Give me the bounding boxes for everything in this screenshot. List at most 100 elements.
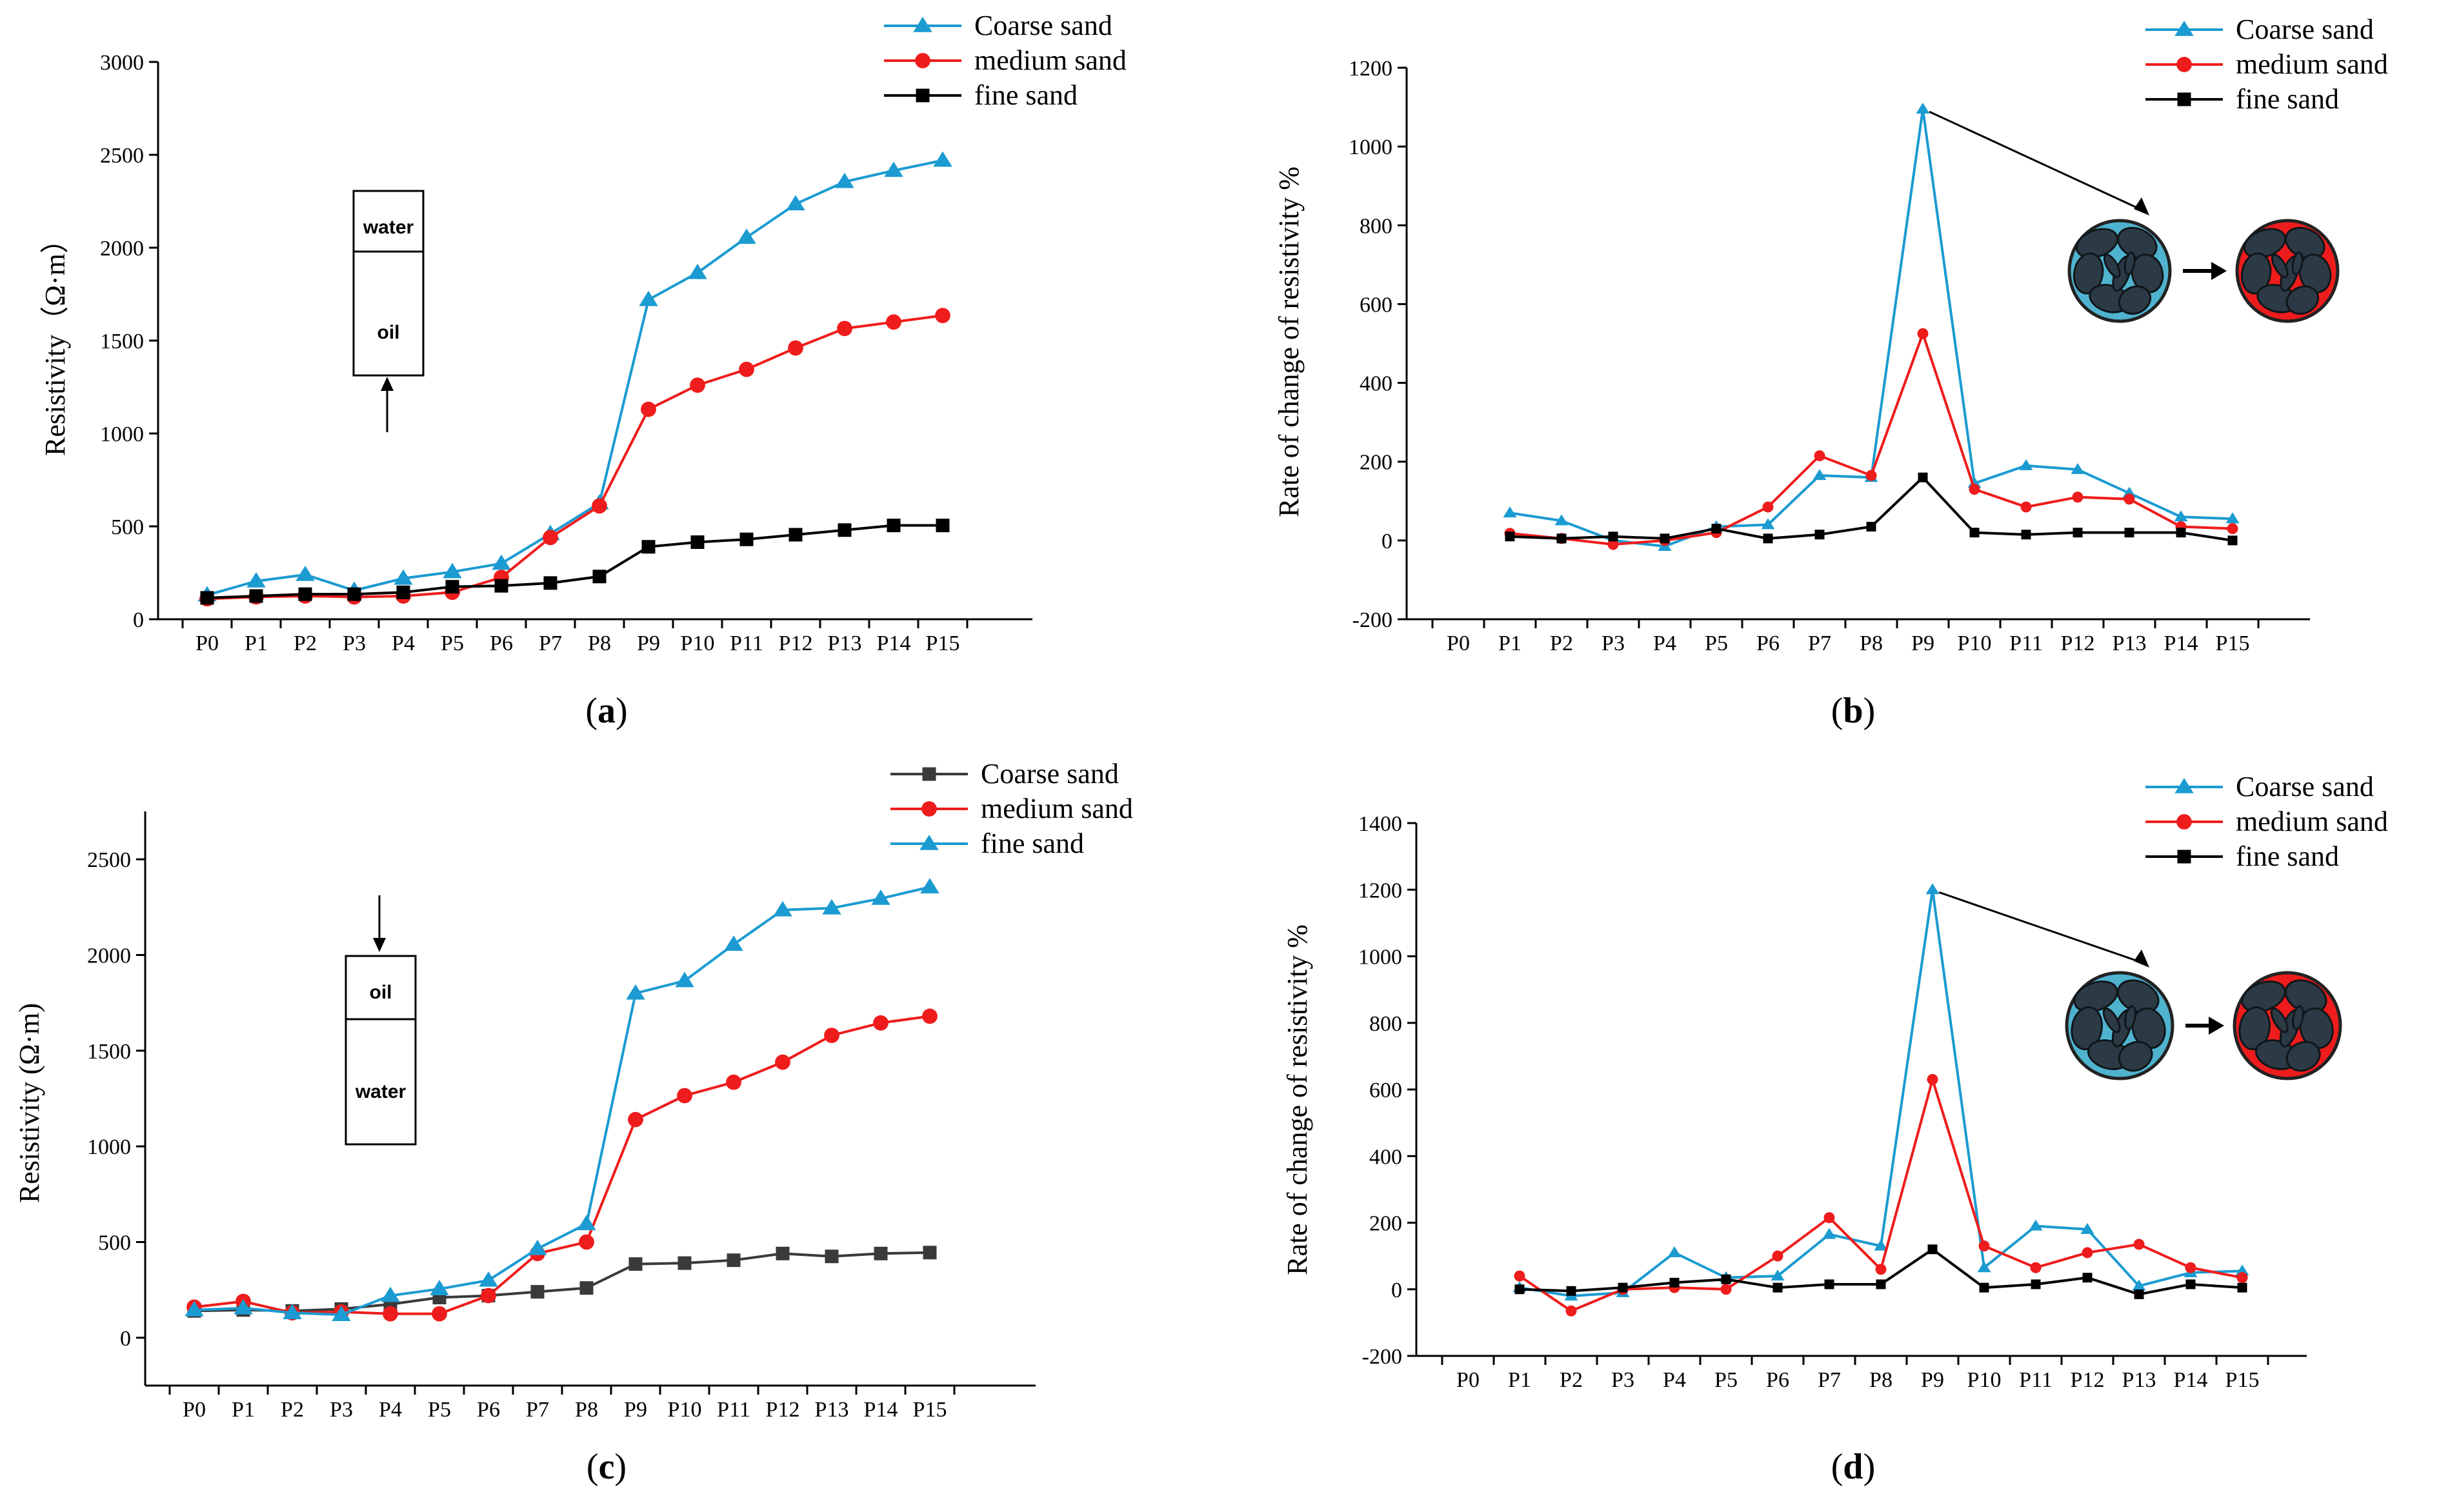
sand-grain xyxy=(2118,285,2152,315)
data-point xyxy=(1925,883,1940,895)
x-tick-label: P14 xyxy=(877,632,911,655)
data-point xyxy=(2020,501,2032,513)
data-point xyxy=(347,587,361,601)
x-tick-label: P14 xyxy=(2174,1368,2208,1392)
data-point xyxy=(2227,523,2238,535)
x-tick-label: P10 xyxy=(1958,632,1992,655)
data-point xyxy=(678,1256,692,1270)
data-point xyxy=(579,1281,594,1295)
legend-label: Coarse sand xyxy=(2236,14,2374,45)
legend-label: Coarse sand xyxy=(981,758,1119,790)
y-tick-label: 200 xyxy=(1360,451,1392,475)
y-tick-label: 2000 xyxy=(100,237,144,261)
data-point xyxy=(727,1253,741,1268)
y-tick-label: 600 xyxy=(1360,293,1392,317)
y-tick-label: 1000 xyxy=(1358,946,1402,970)
legend-label: Coarse sand xyxy=(974,10,1112,41)
data-point xyxy=(874,1246,888,1260)
data-point xyxy=(479,1271,498,1287)
legend-marker xyxy=(915,53,930,68)
x-tick-label: P1 xyxy=(1508,1368,1531,1392)
data-point xyxy=(492,554,511,570)
sand-grain xyxy=(2102,1008,2121,1033)
y-axis-label: Resistivity（Ω·m） xyxy=(39,225,71,456)
y-tick-label: 1000 xyxy=(1349,135,1392,159)
data-point xyxy=(1721,1274,1731,1284)
data-point xyxy=(1608,532,1618,542)
x-tick-label: P0 xyxy=(196,632,219,655)
data-point xyxy=(724,935,743,951)
flow-arrow-head xyxy=(381,377,394,391)
data-point xyxy=(543,530,558,546)
data-point xyxy=(1514,1270,1525,1282)
x-tick-label: P15 xyxy=(2225,1368,2260,1392)
data-point xyxy=(739,361,754,377)
legend-marker xyxy=(921,801,937,817)
legend-marker xyxy=(2177,850,2191,864)
data-point xyxy=(1916,103,1930,114)
sand-grain xyxy=(2238,1006,2271,1051)
data-point xyxy=(1618,1282,1628,1293)
data-point xyxy=(2185,1279,2196,1289)
data-point xyxy=(445,580,459,594)
x-tick-label: P12 xyxy=(766,1398,800,1422)
y-tick-label: 1200 xyxy=(1349,57,1392,81)
data-point xyxy=(2235,1264,2249,1276)
x-tick-label: P0 xyxy=(183,1398,206,1422)
data-point xyxy=(726,1074,741,1090)
data-point xyxy=(2082,1247,2093,1258)
data-point xyxy=(1503,506,1517,518)
x-tick-label: P1 xyxy=(232,1398,255,1422)
legend-label: medium sand xyxy=(974,45,1127,76)
y-tick-label: 0 xyxy=(120,1327,131,1351)
data-point xyxy=(1927,1244,1938,1255)
y-axis-label: Rate of change of resistivity % xyxy=(1273,166,1305,517)
data-point xyxy=(1554,514,1569,526)
data-point xyxy=(1812,469,1827,481)
y-tick-label: 1400 xyxy=(1358,812,1402,836)
data-point xyxy=(249,589,263,603)
legend-label: Coarse sand xyxy=(2236,771,2374,802)
y-tick-label: -200 xyxy=(1362,1345,1402,1369)
data-point xyxy=(2132,1279,2146,1291)
sand-grain xyxy=(2118,1040,2153,1072)
x-tick-label: P13 xyxy=(815,1398,849,1422)
data-point xyxy=(675,971,694,988)
data-point xyxy=(1865,470,1877,481)
sand-grain xyxy=(2103,254,2121,279)
x-tick-label: P12 xyxy=(2071,1368,2105,1392)
data-point xyxy=(2237,1282,2247,1293)
data-point xyxy=(592,498,607,514)
y-tick-label: 1500 xyxy=(100,330,144,353)
data-point xyxy=(2073,528,2083,538)
y-tick-label: 200 xyxy=(1369,1212,1402,1236)
data-point xyxy=(1505,532,1515,542)
data-point xyxy=(1771,1269,1785,1281)
transition-arrow-head xyxy=(2211,262,2227,280)
column-box xyxy=(345,955,417,1146)
data-point xyxy=(2227,535,2238,546)
sand-grain xyxy=(2299,1007,2334,1049)
data-point xyxy=(1969,483,1980,495)
data-point xyxy=(2124,493,2135,505)
y-tick-label: 1500 xyxy=(87,1040,131,1064)
data-point xyxy=(1822,1228,1836,1239)
data-point xyxy=(1977,1261,1991,1273)
x-tick-label: P12 xyxy=(2061,632,2095,655)
data-point xyxy=(1866,521,1876,532)
transition-arrow-head xyxy=(2209,1017,2224,1035)
data-point xyxy=(2029,1219,2043,1231)
x-tick-label: P8 xyxy=(588,632,611,655)
data-point xyxy=(788,340,803,356)
sand-grain xyxy=(2298,254,2332,293)
data-point xyxy=(739,532,754,546)
data-point xyxy=(2185,1262,2196,1273)
legend-marker xyxy=(916,88,930,103)
legend-label: fine sand xyxy=(981,828,1084,859)
y-tick-label: 400 xyxy=(1369,1145,1402,1169)
x-tick-label: P14 xyxy=(2164,632,2198,655)
data-point xyxy=(788,528,803,542)
x-tick-label: P13 xyxy=(828,632,862,655)
data-point xyxy=(2236,1272,2248,1284)
sand-grain xyxy=(2291,251,2304,275)
